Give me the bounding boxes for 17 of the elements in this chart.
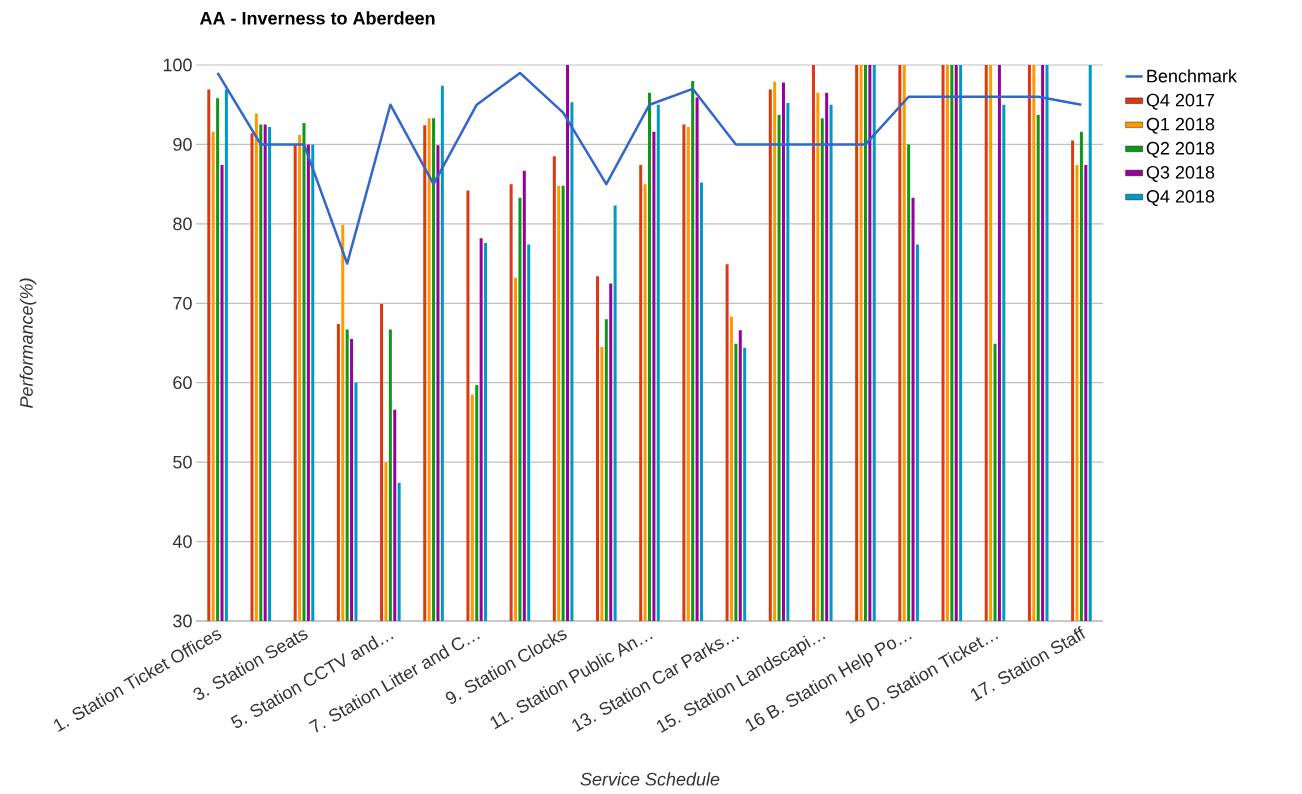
- y-tick-label: 70: [173, 296, 192, 310]
- legend-label: Q3 2018: [1146, 165, 1215, 182]
- y-tick-label: 60: [173, 376, 192, 390]
- legend-label: Q1 2018: [1146, 117, 1215, 134]
- chart-title: AA - Inverness to Aberdeen: [199, 11, 435, 25]
- y-tick-label: 50: [173, 455, 192, 469]
- y-tick-label: 90: [173, 138, 192, 151]
- legend-label: Benchmark: [1147, 69, 1237, 83]
- y-tick-label: 80: [173, 217, 192, 231]
- y-tick-label: 100: [163, 58, 192, 72]
- x-axis-title: Service Schedule: [580, 772, 720, 786]
- legend-label: Q2 2018: [1146, 141, 1215, 158]
- y-tick-label: 30: [173, 614, 192, 628]
- legend-label: Q4 2017: [1146, 93, 1215, 110]
- y-axis-title: Performance(%): [19, 278, 37, 408]
- legend-label: Q4 2018: [1146, 190, 1215, 206]
- y-tick-label: 40: [172, 535, 192, 548]
